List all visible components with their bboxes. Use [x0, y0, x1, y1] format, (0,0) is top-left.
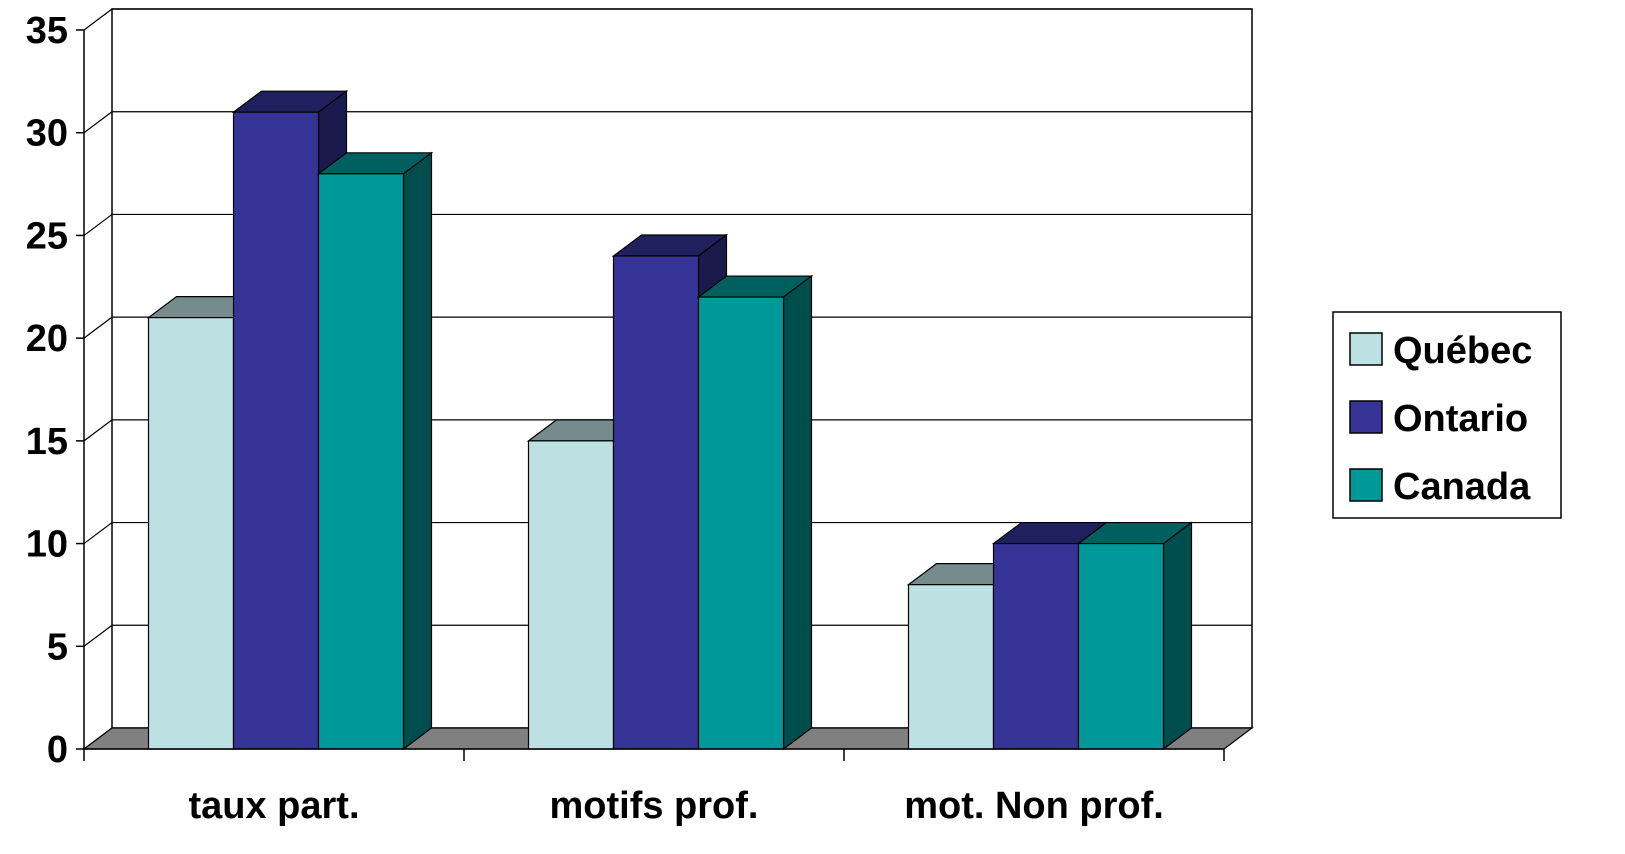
bar-front — [147, 317, 235, 750]
side-wall-line — [83, 111, 113, 134]
side-wall-line — [83, 419, 113, 442]
bar-2-2 — [1076, 521, 1194, 751]
bar-front — [527, 440, 615, 750]
bar-front — [907, 584, 995, 750]
bar-side — [1162, 521, 1193, 751]
bar-0-2 — [316, 151, 434, 751]
side-wall-line — [83, 213, 113, 236]
y-tick-label: 25 — [26, 215, 68, 257]
legend-swatch — [1349, 468, 1383, 502]
side-wall-line — [83, 522, 113, 545]
bar-front — [1077, 542, 1165, 750]
bar-side — [402, 151, 433, 751]
side-wall-line — [83, 8, 113, 31]
legend-swatch — [1349, 332, 1383, 366]
legend-label: Canada — [1393, 466, 1531, 508]
bar-1-2 — [696, 274, 814, 751]
legend: Québec Ontario Canada — [1332, 311, 1562, 519]
y-tick-label: 15 — [26, 421, 68, 463]
y-tick-label: 20 — [26, 318, 68, 360]
y-tick-label: 0 — [47, 729, 68, 771]
x-tick-label: mot. Non prof. — [904, 785, 1164, 827]
bar-front — [992, 542, 1080, 750]
bar-front — [317, 173, 405, 750]
x-tick-label: taux part. — [188, 785, 359, 827]
legend-label: Ontario — [1393, 398, 1528, 440]
y-tick-label: 35 — [26, 10, 68, 52]
y-tick-label: 10 — [26, 524, 68, 566]
side-wall-line — [83, 624, 113, 647]
legend-label: Québec — [1393, 330, 1532, 372]
bar-front — [612, 255, 700, 750]
bars-layer — [146, 89, 1194, 751]
bar-front — [697, 296, 785, 750]
y-tick-label: 30 — [26, 113, 68, 155]
legend-swatch — [1349, 400, 1383, 434]
side-wall-line — [83, 316, 113, 339]
bar-front — [232, 111, 320, 750]
x-tick-label: motifs prof. — [550, 785, 759, 827]
bar-side — [782, 274, 813, 751]
axes: 0 5 10 15 20 25 30 35 taux part. motifs prof. mot.… — [26, 10, 1225, 827]
y-tick-label: 5 — [47, 626, 68, 668]
